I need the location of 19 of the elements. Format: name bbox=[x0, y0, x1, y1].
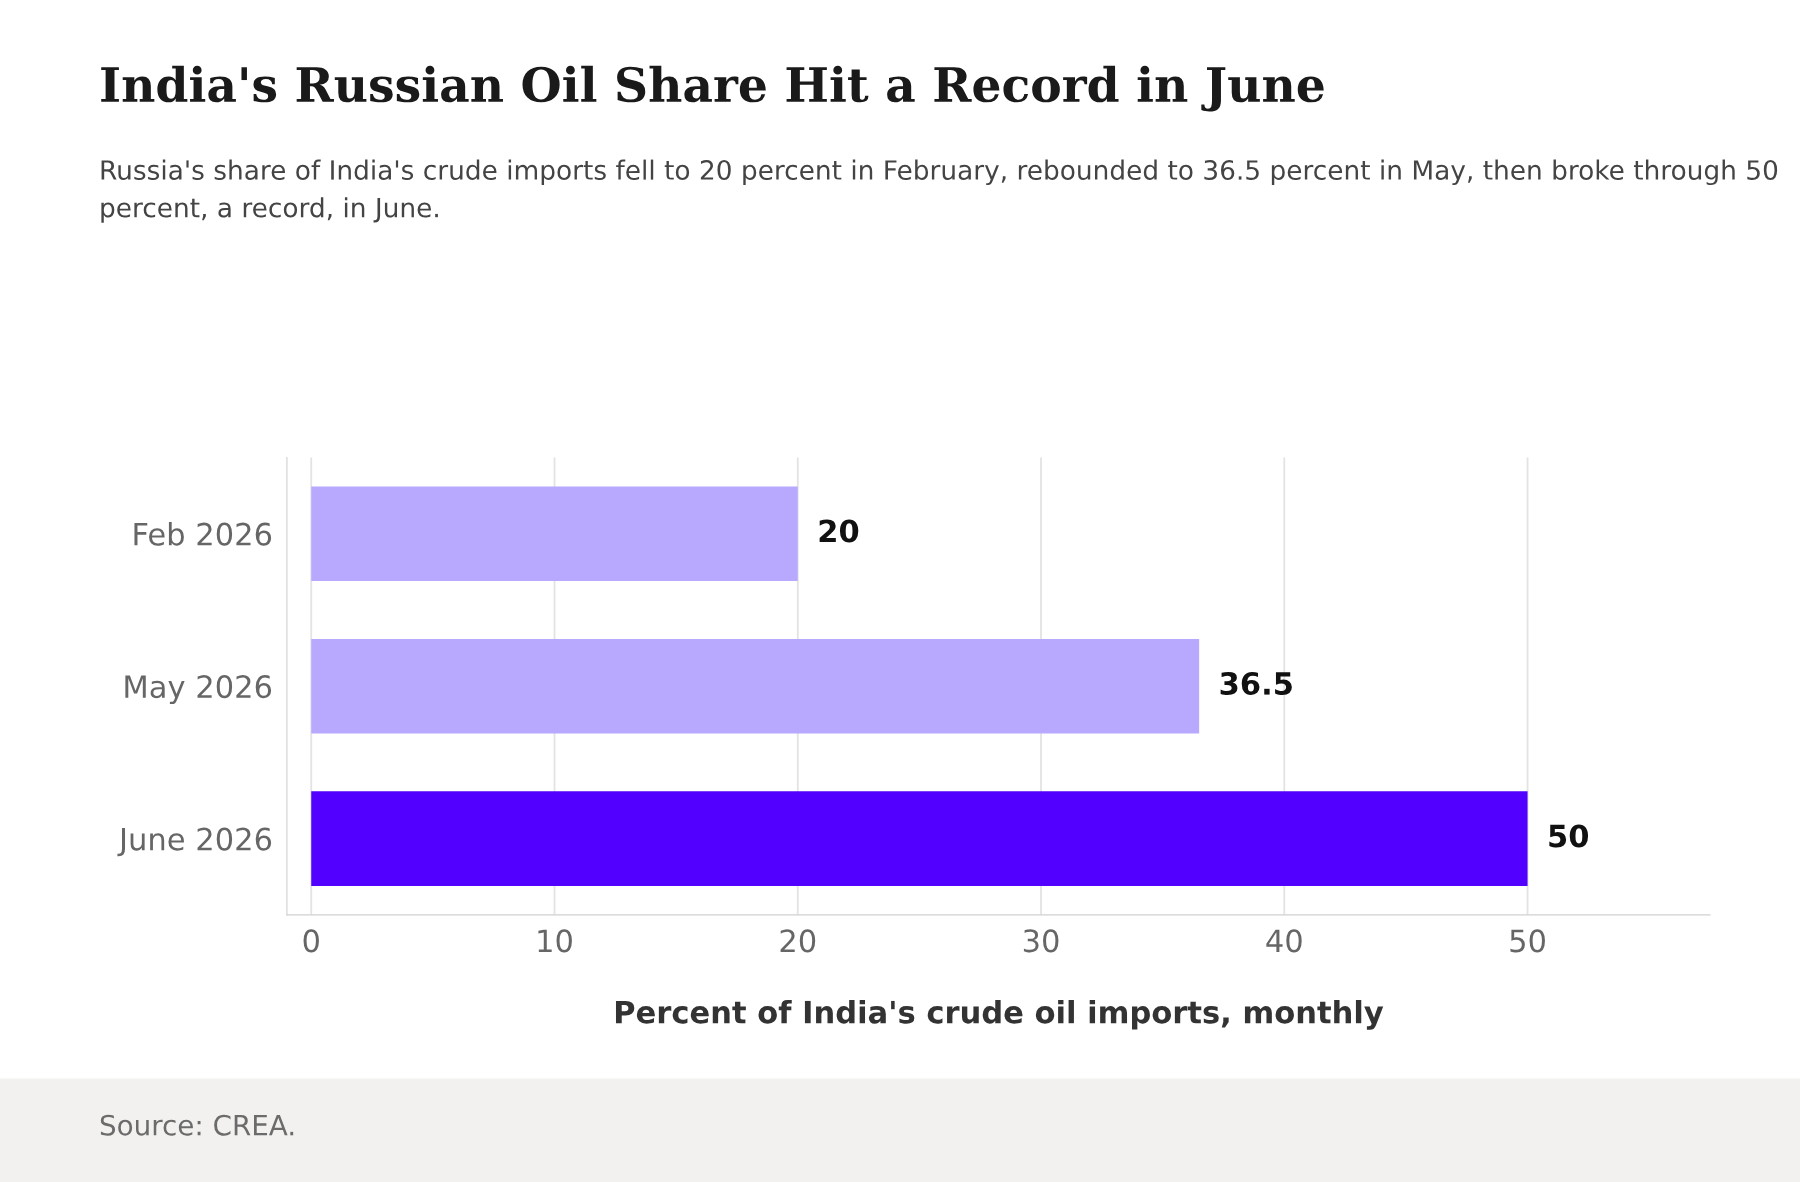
x-tick-label: 0 bbox=[303, 929, 319, 953]
data-label: 50 bbox=[1549, 824, 1589, 848]
y-tick-label: May 2026 bbox=[125, 675, 272, 705]
y-tick-label: June 2026 bbox=[117, 827, 272, 857]
bar bbox=[311, 486, 798, 581]
data-label: 36.5 bbox=[1220, 671, 1292, 696]
bar bbox=[311, 638, 1200, 734]
x-tick-label: 40 bbox=[1266, 929, 1302, 953]
x-axis-title: Percent of India's crude oil imports, monthly bbox=[615, 1000, 1384, 1030]
chart-subtitle: Russia's share of India's crude imports fell to 20 percent in February, rebounded to 36.5 percent in May, then broke through 50 percent, a record, in June. bbox=[101, 159, 1778, 223]
data-label: 20 bbox=[819, 519, 859, 543]
x-tick-label: 20 bbox=[780, 929, 816, 953]
x-tick-label: 50 bbox=[1510, 929, 1545, 953]
chart-title: India's Russian Oil Share Hit a Record in June bbox=[101, 65, 1324, 112]
bar bbox=[311, 791, 1528, 886]
source-note: Source: CREA. bbox=[100, 1114, 294, 1136]
x-tick-label: 10 bbox=[538, 929, 572, 953]
x-tick-label: 30 bbox=[1023, 929, 1059, 953]
y-tick-label: Feb 2026 bbox=[134, 522, 272, 546]
